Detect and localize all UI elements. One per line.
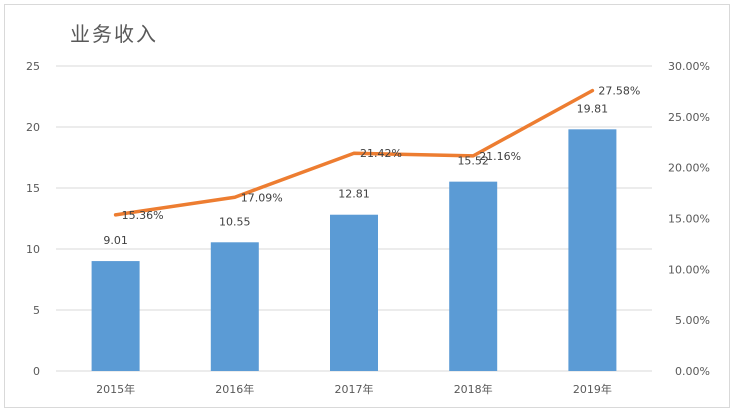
line-point xyxy=(471,154,475,158)
line-value-label: 27.58% xyxy=(598,85,640,98)
line-point xyxy=(114,213,118,217)
right-tick-label: 15.00% xyxy=(668,213,710,226)
x-tick-label: 2019年 xyxy=(573,382,612,396)
left-tick-label: 0 xyxy=(33,365,40,378)
bar-value-label: 9.01 xyxy=(103,234,128,247)
line-value-label: 21.16% xyxy=(479,150,521,163)
bar xyxy=(91,261,140,371)
bar-value-label: 10.55 xyxy=(219,215,251,228)
right-tick-label: 20.00% xyxy=(668,162,710,175)
chart-title: 业务收入 xyxy=(70,22,158,46)
left-tick-label: 10 xyxy=(26,243,40,256)
x-tick-label: 2016年 xyxy=(215,382,254,396)
x-tick-label: 2017年 xyxy=(335,382,374,396)
right-tick-label: 5.00% xyxy=(675,314,710,327)
bar xyxy=(330,214,378,371)
left-y-axis: 0 5 10 15 20 25 xyxy=(26,60,40,378)
left-tick-label: 15 xyxy=(26,182,40,195)
line-series xyxy=(113,88,595,217)
left-tick-label: 25 xyxy=(26,60,40,73)
x-axis: 2015年 2016年 2017年 2018年 2019年 xyxy=(56,370,652,396)
right-tick-label: 30.00% xyxy=(668,60,710,73)
right-tick-label: 25.00% xyxy=(668,111,710,124)
bar xyxy=(568,129,617,371)
line-point xyxy=(233,195,237,199)
bar-value-label: 15.52 xyxy=(457,155,489,168)
right-y-axis: 0.00% 5.00% 10.00% 15.00% 20.00% 25.00% 30.00% xyxy=(668,60,710,378)
line-point xyxy=(590,89,594,93)
bar-series xyxy=(91,129,617,371)
left-tick-label: 5 xyxy=(33,304,40,317)
left-tick-label: 20 xyxy=(26,121,40,134)
bar-value-label: 19.81 xyxy=(577,102,609,115)
right-tick-label: 10.00% xyxy=(668,263,710,276)
line-value-label: 17.09% xyxy=(241,191,283,204)
data-labels: 9.01 10.55 12.81 15.52 19.81 15.36% 17.09% 21.4… xyxy=(103,85,640,247)
bar xyxy=(449,181,498,371)
line-point xyxy=(352,151,356,155)
x-tick-label: 2018年 xyxy=(454,382,493,396)
line-value-label: 21.42% xyxy=(360,147,402,160)
bar xyxy=(210,242,259,371)
line-value-label: 15.36% xyxy=(122,209,164,222)
x-tick-label: 2015年 xyxy=(96,382,135,396)
bar-value-label: 12.81 xyxy=(338,188,370,201)
right-tick-label: 0.00% xyxy=(675,365,710,378)
